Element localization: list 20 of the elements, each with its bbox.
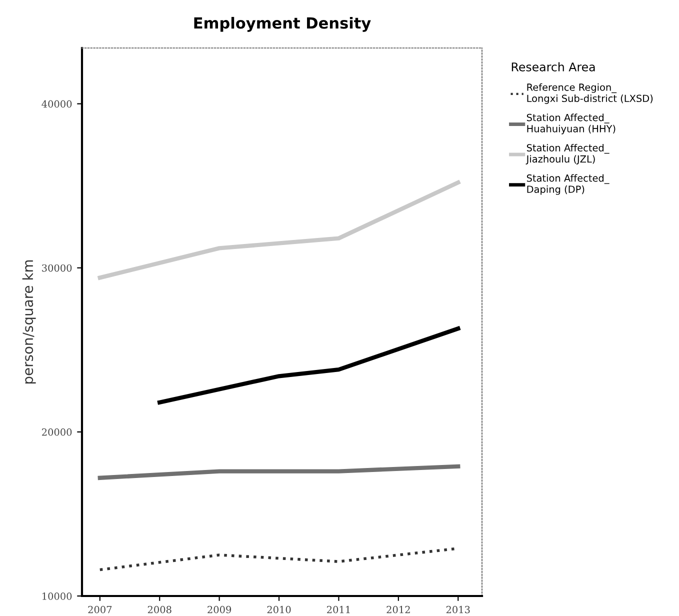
line-series	[158, 326, 460, 404]
x-tick-label: 2012	[386, 606, 410, 614]
x-tick-label: 2013	[446, 606, 470, 614]
x-tick-label: 2008	[148, 606, 172, 614]
y-tick-label: 20000	[42, 428, 72, 436]
y-tick-label: 10000	[42, 592, 72, 600]
legend-label: Station Affected_ Daping (DP)	[526, 174, 610, 195]
y-tick-label: 40000	[42, 100, 72, 108]
legend-label: Station Affected_ Huahuiyuan (HHY)	[526, 114, 616, 134]
x-tick-label: 2009	[208, 606, 232, 614]
legend-label: Reference Region_ Longxi Sub-district (LXSD)	[527, 83, 653, 104]
legend-label: Station Affected_ Jiazhoulu (JZL)	[526, 144, 610, 164]
line-series	[98, 180, 460, 280]
x-tick-label: 2011	[327, 606, 350, 614]
x-tick-label: 2010	[267, 606, 291, 614]
chart-title: Employment Density	[194, 16, 371, 32]
legend-title: Research Area	[512, 62, 595, 72]
y-tick-label: 30000	[42, 264, 72, 272]
y-axis-title: person/square km	[22, 260, 36, 384]
x-tick-label: 2007	[88, 606, 112, 614]
